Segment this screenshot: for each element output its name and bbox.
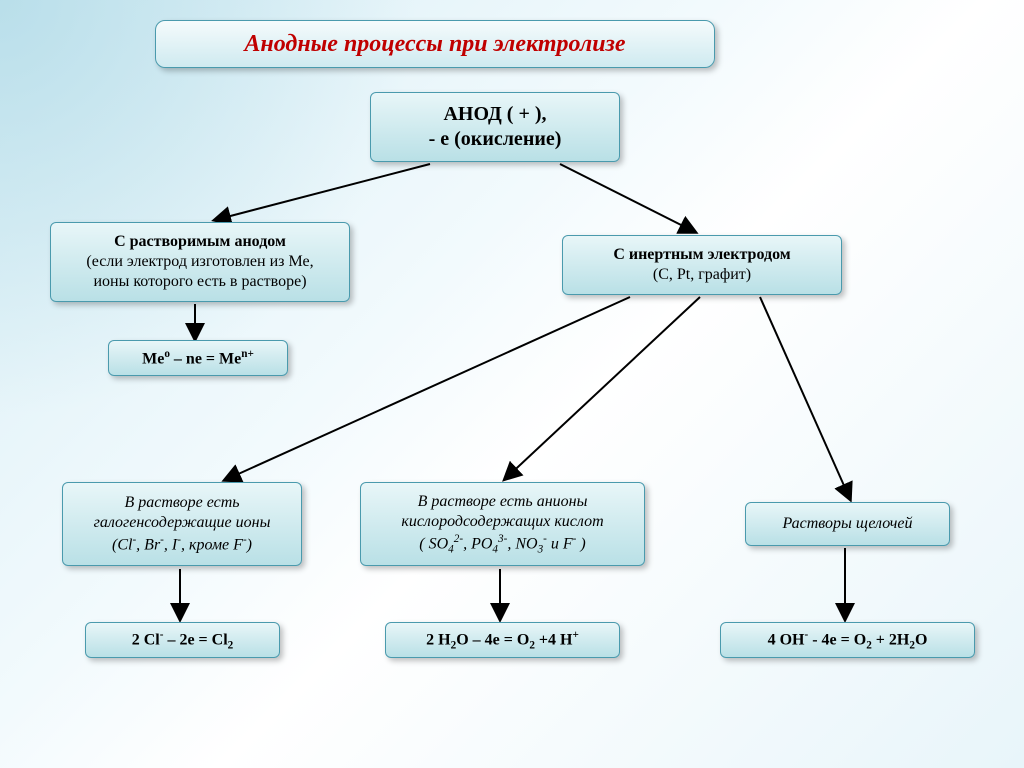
inert-line1: С инертным электродом bbox=[613, 245, 790, 265]
node-eq-halogen: 2 Cl- – 2e = Cl2 bbox=[85, 622, 280, 658]
node-inert-electrode: С инертным электродом (C, Pt, графит) bbox=[562, 235, 842, 295]
node-halogen-ions: В растворе есть галогенсодержащие ионы (… bbox=[62, 482, 302, 566]
halogen-line1: В растворе есть bbox=[124, 493, 239, 513]
halogen-line2: галогенсодержащие ионы bbox=[94, 513, 271, 533]
node-anode: АНОД ( + ), - e (окисление) bbox=[370, 92, 620, 162]
oxy-line1: В растворе есть анионы bbox=[418, 492, 588, 512]
eq-oxy-text: 2 H2O – 4e = O2 +4 H+ bbox=[426, 628, 579, 653]
title-text: Анодные процессы при электролизе bbox=[244, 29, 625, 59]
halogen-line3: (Cl-, Br-, I-, кроме F-) bbox=[112, 533, 252, 555]
soluble-line2: (если электрод изготовлен из Ме, bbox=[86, 252, 313, 272]
node-oxyanions: В растворе есть анионы кислородсодержащи… bbox=[360, 482, 645, 566]
soluble-line1: С растворимым анодом bbox=[114, 232, 286, 252]
oxy-line2: кислородсодержащих кислот bbox=[401, 512, 603, 532]
node-eq-oxy: 2 H2O – 4e = O2 +4 H+ bbox=[385, 622, 620, 658]
inert-line2: (C, Pt, графит) bbox=[653, 265, 751, 285]
node-soluble-anode: С растворимым анодом (если электрод изго… bbox=[50, 222, 350, 302]
node-soluble-equation: Meo – ne = Men+ bbox=[108, 340, 288, 376]
anode-line1: АНОД ( + ), bbox=[443, 102, 546, 127]
alkali-text: Растворы щелочей bbox=[782, 514, 912, 534]
eq-halogen-text: 2 Cl- – 2e = Cl2 bbox=[132, 628, 234, 653]
soluble-eq-text: Meo – ne = Men+ bbox=[142, 347, 254, 369]
node-eq-alkali: 4 OH- - 4e = O2 + 2H2O bbox=[720, 622, 975, 658]
eq-alkali-text: 4 OH- - 4e = O2 + 2H2O bbox=[768, 628, 928, 653]
node-alkali: Растворы щелочей bbox=[745, 502, 950, 546]
slide-title: Анодные процессы при электролизе bbox=[155, 20, 715, 68]
oxy-line3: ( SO42-, PO43-, NO3- и F- ) bbox=[419, 532, 585, 557]
anode-line2: - e (окисление) bbox=[429, 127, 562, 152]
soluble-line3: ионы которого есть в растворе) bbox=[93, 272, 306, 292]
